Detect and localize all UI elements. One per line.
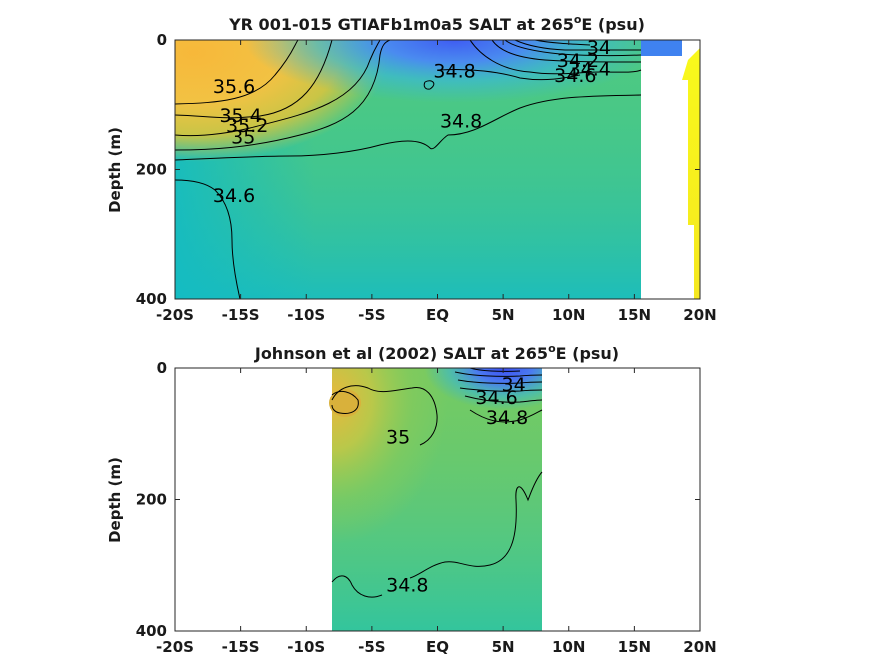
top-contour-label: 34.6	[213, 185, 255, 207]
top-x-tick-label: 10N	[552, 306, 585, 324]
top-x-tick-label: 15N	[618, 306, 651, 324]
bottom-x-axis: -20S -15S -10S -5S EQ 5N 10N 15N 20N	[156, 368, 717, 656]
bot-x-tick-label: 15N	[618, 638, 651, 656]
top-contour-34	[514, 40, 641, 51]
top-contour-label: 35.4	[219, 105, 261, 127]
top-contour-label: 34.6	[554, 65, 596, 87]
bottom-contour-35	[331, 385, 438, 446]
bot-y-tick-label: 0	[157, 359, 167, 377]
bottom-contours	[331, 368, 543, 598]
bot-y-tick-label: 400	[136, 622, 167, 640]
bot-contour-label: 34	[502, 374, 526, 396]
top-contour-35-2	[175, 40, 381, 137]
bot-x-tick-label: EQ	[426, 638, 449, 656]
bot-x-tick-label: 20N	[683, 638, 716, 656]
top-contour-label: 34.8	[433, 61, 475, 83]
top-contour-34-8-mid	[175, 94, 642, 161]
bottom-contour-34-2	[457, 379, 543, 384]
top-contour-label: 34.4	[569, 59, 611, 81]
top-panel-title: YR 001-015 GTIAFb1m0a5 SALT at 265oE (ps…	[228, 13, 645, 34]
bot-y-tick-label: 200	[136, 491, 167, 509]
bottom-panel-title: Johnson et al (2002) SALT at 265oE (psu)	[254, 342, 619, 363]
top-y-axis-label: Depth (m)	[106, 127, 124, 213]
bot-x-tick-label: -5S	[358, 638, 385, 656]
top-contour-35-6	[175, 40, 299, 105]
bot-contour-label: 34.8	[386, 575, 428, 597]
bot-contour-label: 34.8	[486, 407, 528, 429]
top-y-tick-label: 400	[136, 290, 167, 308]
top-contour-35-4	[175, 40, 333, 119]
top-contour-label: 34.8	[440, 110, 482, 132]
bottom-contour-34	[454, 371, 543, 377]
top-y-axis: 0 200 400	[136, 31, 700, 308]
top-y-tick-label: 0	[157, 31, 167, 49]
bottom-y-axis: 0 200 400	[136, 359, 700, 640]
top-x-tick-label: 20N	[683, 306, 716, 324]
top-contour-label: 34.2	[557, 50, 599, 72]
bot-x-tick-label: -10S	[287, 638, 325, 656]
bottom-salty-core	[329, 389, 361, 417]
top-contour-label: 35.6	[213, 76, 255, 98]
bottom-y-axis-label: Depth (m)	[106, 457, 124, 543]
bottom-contour-34-8-left	[331, 575, 383, 598]
top-contours	[175, 40, 642, 299]
bot-contour-label: 35	[386, 427, 410, 449]
top-x-tick-label: -5S	[358, 306, 385, 324]
top-x-axis: -20S -15S -10S -5S EQ 5N 10N 15N 20N	[156, 40, 717, 324]
bottom-contour-35-small	[331, 390, 359, 414]
top-contour-34-8-top	[423, 68, 581, 90]
bottom-panel: Johnson et al (2002) SALT at 265oE (psu)…	[106, 342, 717, 656]
top-contour-label: 35.2	[226, 115, 268, 137]
bot-x-tick-label: 10N	[552, 638, 585, 656]
top-contour-label: 34	[587, 37, 611, 59]
top-contour-33-8	[534, 40, 591, 46]
top-x-tick-label: -10S	[287, 306, 325, 324]
top-panel: YR 001-015 GTIAFb1m0a5 SALT at 265oE (ps…	[106, 13, 717, 324]
top-contour-34-4	[491, 40, 642, 63]
top-contour-34-6	[469, 40, 642, 75]
bottom-contour-34-6	[464, 395, 543, 403]
bottom-contour-33-8	[469, 368, 521, 372]
bot-contour-label: 34.6	[475, 387, 517, 409]
top-x-tick-label: -20S	[156, 306, 194, 324]
top-x-tick-label: 5N	[492, 306, 515, 324]
top-contour-35	[175, 40, 391, 151]
bottom-contour-34-8-top	[469, 409, 543, 423]
bottom-contour-34-8-right	[409, 471, 543, 579]
top-contour-34-6-left	[175, 179, 241, 299]
top-x-tick-label: EQ	[426, 306, 449, 324]
bot-x-tick-label: 5N	[492, 638, 515, 656]
bottom-contour-34-4	[459, 387, 543, 392]
top-contour-34-2	[504, 40, 642, 57]
bot-x-tick-label: -20S	[156, 638, 194, 656]
bot-x-tick-label: -15S	[222, 638, 260, 656]
top-contour-label: 35	[231, 127, 255, 149]
top-x-tick-label: -15S	[222, 306, 260, 324]
top-y-tick-label: 200	[136, 161, 167, 179]
